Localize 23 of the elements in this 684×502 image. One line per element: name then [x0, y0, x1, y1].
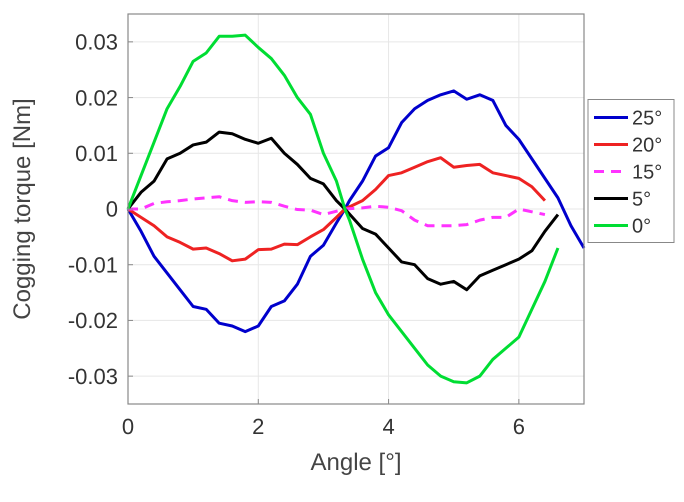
y-tick-label: 0.03	[75, 30, 118, 55]
y-tick-label: -0.01	[68, 252, 118, 278]
x-tick-label: 2	[252, 414, 264, 439]
legend-label: 15°	[632, 162, 662, 184]
legend-label: 25°	[632, 108, 662, 130]
line-series	[126, 130, 560, 292]
x-tick-label: 6	[512, 414, 525, 439]
line-series	[126, 156, 546, 262]
legend-label: 20°	[632, 134, 662, 156]
legend-label: 5°	[632, 188, 652, 210]
x-tick-label: 0	[122, 414, 134, 439]
y-tick-label: 0.02	[75, 85, 118, 110]
line-series	[126, 34, 560, 384]
line-series	[126, 89, 586, 334]
y-tick-label: 0.01	[75, 140, 118, 166]
y-tick-label: -0.02	[68, 308, 118, 334]
y-axis-title: Cogging torque [Nm]	[9, 98, 36, 320]
x-tick-label: 4	[382, 414, 395, 439]
line-series	[126, 195, 546, 228]
x-axis-title: Angle [°]	[310, 449, 402, 476]
y-tick-label: 0	[106, 196, 118, 222]
y-tick-label: -0.03	[68, 364, 118, 389]
legend-label: 0°	[632, 216, 652, 238]
